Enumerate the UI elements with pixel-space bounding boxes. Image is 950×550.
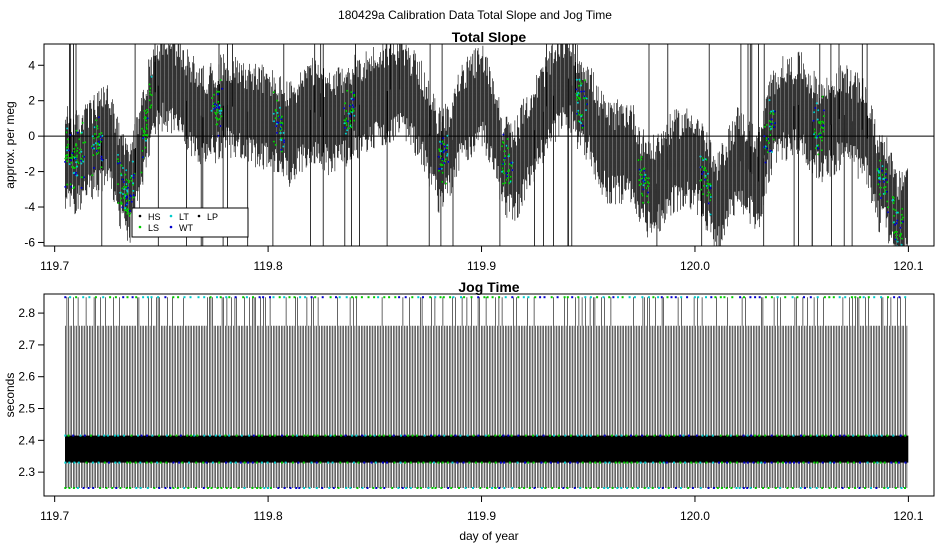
- jog-time-y-axis: 2.3 2.4 2.5 2.6 2.7 2.8: [18, 306, 44, 479]
- total-slope-ytick-label: 4: [28, 58, 35, 72]
- jog-time-ytick-label: 2.6: [18, 370, 35, 384]
- hs-series-spikes: [69, 44, 868, 246]
- total-slope-ytick-label: -2: [24, 165, 35, 179]
- total-slope-xtick-label: 119.7: [40, 259, 69, 273]
- legend-marker-lp: [197, 214, 201, 218]
- jog-time-ytick-label: 2.4: [18, 433, 35, 447]
- jog-time-x-axis-title: day of year: [459, 529, 518, 543]
- jog-time-panel: Jog Time 2.32.42.52.62.72.8 119.7 119.8 11…: [3, 279, 935, 543]
- figure-title: 180429a Calibration Data Total Slope and…: [338, 8, 612, 22]
- jog-time-x-axis: 119.7 119.8 119.9 120.0 120.1: [40, 496, 924, 523]
- total-slope-y-axis-title: approx. per meg: [3, 101, 17, 188]
- total-slope-panel: Total Slope -6 -4 -2 0 2 4 119.7 119.8 119.9 120…: [3, 29, 935, 273]
- jog-time-xtick-label: 119.8: [254, 509, 283, 523]
- total-slope-y-axis: -6 -4 -2 0 2 4: [24, 58, 44, 249]
- jog-time-xtick-label: 119.9: [467, 509, 496, 523]
- total-slope-plot-area: [44, 44, 934, 246]
- total-slope-xtick-label: 119.8: [254, 259, 283, 273]
- total-slope-ytick-label: 0: [28, 129, 35, 143]
- jog-time-ytick-label: 2.7: [18, 338, 35, 352]
- total-slope-x-axis: 119.7 119.8 119.9 120.0 120.1: [40, 246, 924, 273]
- jog-time-xtick-label: 120.0: [680, 509, 710, 523]
- jog-time-dense-band: [65, 435, 909, 463]
- total-slope-frame: [43, 43, 935, 247]
- total-slope-marks: [44, 44, 934, 246]
- legend-label-lt: LT: [179, 212, 189, 222]
- legend-marker-lt: [169, 214, 173, 218]
- total-slope-ytick-label: -6: [24, 235, 35, 249]
- total-slope-ytick-label: -4: [24, 200, 35, 214]
- legend-label-ls: LS: [148, 223, 159, 233]
- total-slope-xtick-label: 120.0: [680, 259, 710, 273]
- legend-label-hs: HS: [148, 212, 161, 222]
- jog-time-marks: [64, 296, 909, 489]
- jog-time-frame: [43, 293, 935, 497]
- jog-time-title: Jog Time: [458, 279, 519, 295]
- total-slope-xtick-label: 119.9: [467, 259, 496, 273]
- legend-label-lp: LP: [207, 212, 218, 222]
- total-slope-ytick-label: 2: [28, 94, 35, 108]
- jog-time-ytick-label: 2.8: [18, 306, 35, 320]
- legend-marker-ls: [138, 225, 142, 229]
- jog-time-plot-area: [64, 296, 909, 489]
- jog-time-trace: [65, 297, 908, 488]
- legend-label-wt: WT: [179, 223, 193, 233]
- total-slope-xtick-label: 120.1: [893, 259, 923, 273]
- legend: HS LT LP LS WT: [131, 207, 249, 238]
- jog-time-ytick-label: 2.5: [18, 402, 35, 416]
- legend-marker-hs: [138, 214, 142, 218]
- legend-marker-wt: [169, 225, 173, 229]
- jog-time-xtick-label: 119.7: [40, 509, 69, 523]
- jog-time-xtick-label: 120.1: [893, 509, 923, 523]
- wt-series-points: [64, 87, 904, 241]
- jog-time-y-axis-title: seconds: [3, 373, 17, 418]
- total-slope-title: Total Slope: [452, 29, 527, 45]
- legend-box: [131, 207, 249, 238]
- jog-time-level-points: [64, 296, 907, 489]
- jog-time-ytick-label: 2.3: [18, 465, 35, 479]
